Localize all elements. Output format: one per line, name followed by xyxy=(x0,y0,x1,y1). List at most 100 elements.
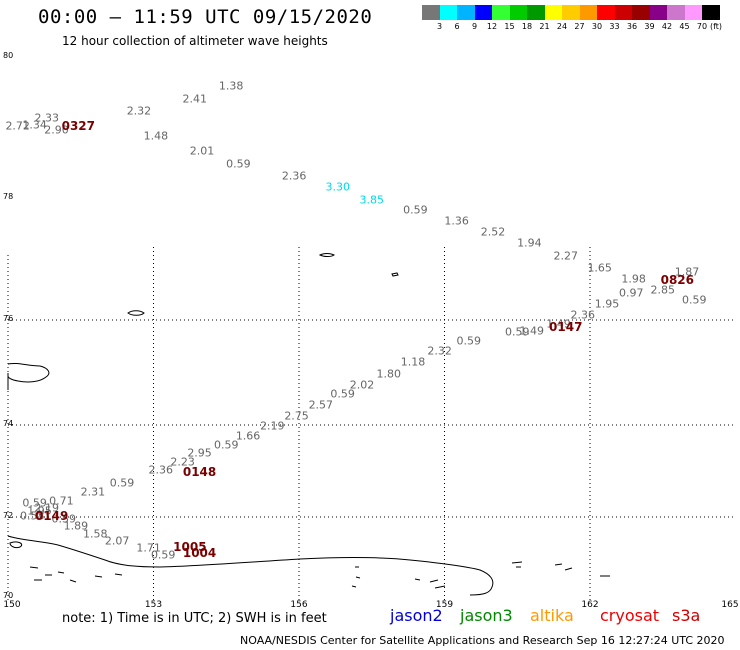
scale-swatch xyxy=(492,5,510,20)
scale-swatch xyxy=(614,5,632,20)
wave-height-value: 2.23 xyxy=(170,455,195,469)
wave-height-value: 1.71 xyxy=(136,541,161,555)
wave-height-value: 1.98 xyxy=(621,272,646,286)
latitude-label: 80 xyxy=(3,51,14,60)
scale-swatch xyxy=(439,5,457,20)
wave-height-value: 0.59 xyxy=(150,548,176,562)
wave-height-value: 2.31 xyxy=(80,485,106,499)
longitude-label: 165 xyxy=(721,600,739,610)
scale-swatch xyxy=(632,5,650,20)
scale-swatch xyxy=(544,5,562,20)
wave-height-value: 2.36 xyxy=(148,463,174,477)
longitude-label: 162 xyxy=(581,600,599,610)
wave-height-value: 0.97 xyxy=(618,286,644,300)
wave-height-value: 1.66 xyxy=(235,429,261,443)
wave-height-value: 0.59 xyxy=(505,325,530,339)
island-north-2 xyxy=(391,272,399,277)
scale-swatch xyxy=(667,5,685,20)
longitude-label: 153 xyxy=(144,600,163,610)
wave-height-value: 2.19 xyxy=(34,501,60,515)
wave-height-value: 1.36 xyxy=(444,214,469,228)
satellite-altika: altika xyxy=(530,606,574,625)
scale-label: 30 xyxy=(591,22,603,31)
wave-height-value: 1.18 xyxy=(400,355,426,369)
scale-label: 15 xyxy=(504,22,515,31)
satellite-jason3: jason3 xyxy=(460,606,513,625)
scale-swatch xyxy=(702,5,720,20)
scale-swatch xyxy=(649,5,667,20)
wave-height-value: 1.65 xyxy=(587,261,612,275)
wave-height-value: 1.49 xyxy=(546,317,571,331)
color-scale-labels: 3 6 9 12 15 18 21 24 27 30 33 36 39 42 45 70 (ft) xyxy=(422,22,732,34)
latitude-label: 78 xyxy=(3,192,14,201)
latitude-label: 76 xyxy=(3,314,14,323)
scale-swatch xyxy=(422,5,440,20)
scale-label: 12 xyxy=(486,22,498,31)
wave-height-value: 0.59 xyxy=(226,157,251,171)
note-text: note: 1) Time is in UTC; 2) SWH is in fe… xyxy=(62,611,327,626)
wave-height-value: 1.48 xyxy=(143,129,169,143)
wave-height-value: 0.59 xyxy=(403,203,428,217)
longitude-label: 159 xyxy=(435,600,454,610)
island-sw-2 xyxy=(29,566,123,583)
wave-height-value: 2.07 xyxy=(104,534,130,548)
scale-label: 21 xyxy=(539,22,550,31)
wave-height-value: 2.36 xyxy=(281,169,307,183)
island-north-1 xyxy=(318,253,335,257)
scale-swatch xyxy=(527,5,545,20)
wave-height-value: 2.02 xyxy=(349,378,375,392)
wave-height-value: 0.59 xyxy=(330,387,355,401)
latitude-label: 74 xyxy=(3,419,14,428)
wave-height-value: 1.49 xyxy=(519,324,545,337)
scale-label: 39 xyxy=(644,22,655,31)
wave-height-value: 2.57 xyxy=(308,398,334,412)
scale-swatch xyxy=(474,5,492,20)
wave-height-value: 2.52 xyxy=(480,225,506,239)
wave-height-value: 2.95 xyxy=(187,446,212,460)
wave-height-value: 1.94 xyxy=(517,236,542,250)
scale-label: 27 xyxy=(574,22,585,31)
wave-height-value: 0.71 xyxy=(49,494,74,508)
scale-label: 18 xyxy=(521,22,533,31)
wave-height-value: 1.80 xyxy=(376,367,401,381)
scale-label: 45 xyxy=(679,22,690,31)
pass-time-label: 0149 xyxy=(34,508,69,523)
color-scale xyxy=(422,5,720,21)
wave-height-value: 2.32 xyxy=(126,104,152,118)
credit-line: NOAA/NESDIS Center for Satellite Applica… xyxy=(240,634,725,647)
wave-height-value: 0.59 xyxy=(456,334,482,348)
coastline xyxy=(7,253,610,596)
pass-time-label: 0148 xyxy=(182,464,217,479)
wave-height-value: 1.38 xyxy=(218,79,244,93)
wave-height-value: 2.19 xyxy=(260,419,285,433)
mainland-coast xyxy=(7,535,494,596)
wave-height-value: 0.59 xyxy=(109,476,135,489)
island-sw-1 xyxy=(9,541,23,549)
wave-height-value: 1.95 xyxy=(594,297,620,311)
scale-label: 3 xyxy=(436,22,443,31)
wave-height-value: 2.27 xyxy=(553,249,579,263)
scale-label: 70 xyxy=(696,22,708,31)
scale-swatch xyxy=(684,5,702,20)
wave-height-value: 0.59 xyxy=(214,438,239,452)
longitude-label: 150 xyxy=(3,600,21,610)
wave-height-value: 1.34 xyxy=(22,118,47,132)
satellite-jason2: jason2 xyxy=(390,606,443,625)
wave-height-value: 0.59 xyxy=(22,496,47,510)
wave-height-value: 1.58 xyxy=(83,527,108,541)
wave-height-value: 0.58 xyxy=(20,509,45,523)
wave-height-value: 1.89 xyxy=(63,519,89,533)
wave-height-value: 2.90 xyxy=(44,123,69,137)
page-title: 00:00 – 11:59 UTC 09/15/2020 xyxy=(38,6,373,28)
pass-time-label: 0327 xyxy=(61,119,96,134)
island-se-1 xyxy=(351,566,446,589)
wave-height-value: 1.87 xyxy=(674,265,700,279)
wave-height-value: 2.75 xyxy=(284,409,309,423)
pass-time-label: 1004 xyxy=(182,546,217,560)
wave-height-value: 0.59 xyxy=(682,293,707,307)
scale-label: 33 xyxy=(609,22,620,31)
island-west-2 xyxy=(7,362,50,383)
latitude-label: 72 xyxy=(3,511,14,520)
scale-swatch xyxy=(562,5,580,20)
